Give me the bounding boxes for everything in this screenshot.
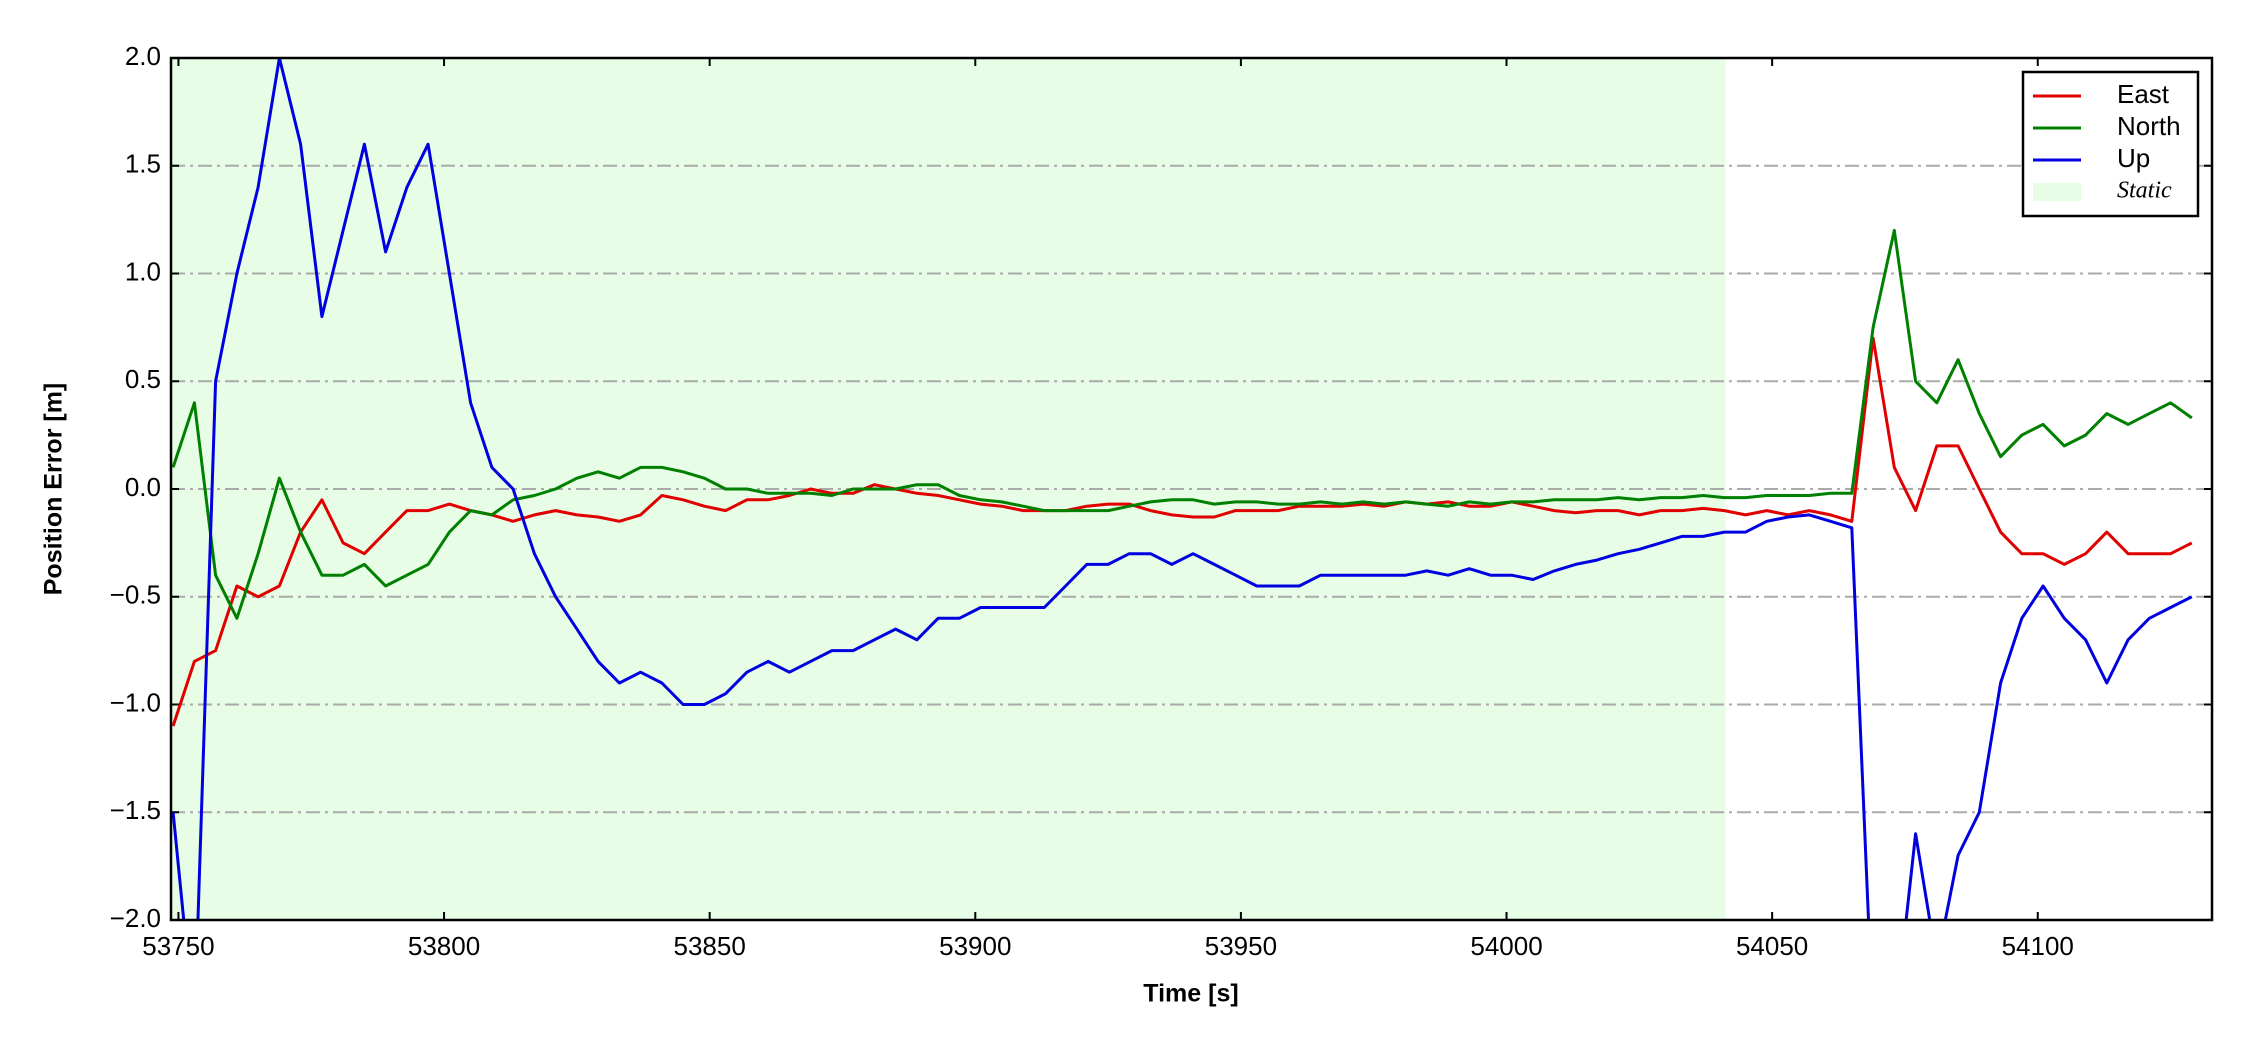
y-tick-label: −2.0 [110, 903, 161, 933]
legend-label: East [2117, 79, 2170, 109]
series-line [171, 58, 2193, 920]
y-tick-label: −0.5 [110, 580, 161, 610]
legend-label: Static [2117, 178, 2172, 204]
y-tick-label: 0.5 [125, 364, 161, 394]
y-tick-label: −1.5 [110, 795, 161, 825]
y-tick-label: 1.5 [125, 149, 161, 179]
x-tick-label: 53900 [939, 931, 1011, 961]
series-line [171, 228, 2193, 620]
y-axis-label: Position Error [m] [40, 383, 68, 596]
x-tick-label: 54100 [2002, 931, 2074, 961]
x-axis-label: Time [s] [1143, 980, 1238, 1008]
y-tick-label: 2.0 [125, 41, 161, 71]
legend-label: North [2117, 111, 2181, 141]
x-tick-label: 53850 [674, 931, 746, 961]
plot-frame [169, 56, 2214, 922]
y-tick-label: 1.0 [125, 256, 161, 286]
y-tick-label: −1.0 [110, 687, 161, 717]
x-tick-label: 54000 [1470, 931, 1542, 961]
series-line [171, 336, 2193, 727]
plot-lines [171, 58, 2193, 920]
y-tick-label: 0.0 [125, 472, 161, 502]
legend-swatch [2033, 183, 2081, 201]
x-tick-label: 53750 [142, 931, 214, 961]
x-tick-label: 53950 [1205, 931, 1277, 961]
x-tick-label: 53800 [408, 931, 480, 961]
x-tick-label: 54050 [1736, 931, 1808, 961]
legend-label: Up [2117, 143, 2150, 173]
